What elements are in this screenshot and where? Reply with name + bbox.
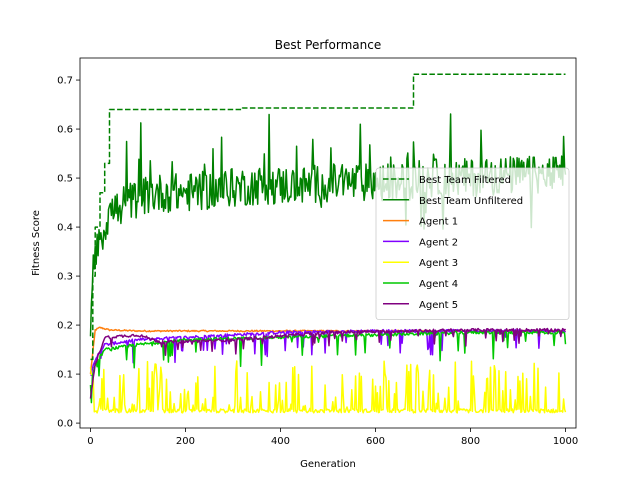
x-axis-label: Generation (300, 459, 356, 470)
x-tick-label: 800 (461, 436, 480, 447)
x-axis-ticks: 0 200 400 600 800 1000 (87, 428, 578, 447)
x-tick-label: 200 (176, 436, 195, 447)
y-tick-label: 0.2 (57, 321, 73, 332)
legend-label-agent-2: Agent 2 (419, 237, 458, 248)
series-line-agent-3 (89, 360, 567, 414)
y-tick-label: 0.7 (57, 76, 73, 87)
x-tick-label: 0 (87, 436, 93, 447)
legend-label-best-team-unfiltered: Best Team Unfiltered (419, 196, 523, 207)
y-tick-label: 0.4 (57, 223, 73, 234)
legend-label-agent-5: Agent 5 (419, 300, 458, 311)
legend-label-agent-1: Agent 1 (419, 217, 458, 228)
y-tick-label: 0.0 (57, 419, 73, 430)
legend-label-agent-4: Agent 4 (419, 279, 458, 290)
x-tick-label: 400 (271, 436, 290, 447)
legend-label-best-team-filtered: Best Team Filtered (419, 175, 511, 186)
y-tick-label: 0.5 (57, 174, 73, 185)
legend: Best Team Filtered Best Team Unfiltered Ag… (375, 167, 570, 321)
series-line-best-team-unfiltered (89, 113, 567, 337)
series-line-best-team-filtered (90, 73, 566, 361)
chart-title: Best Performance (275, 38, 381, 52)
plot-area (89, 73, 567, 414)
series-line-agent-5 (89, 327, 567, 399)
y-tick-label: 0.6 (57, 125, 73, 136)
axes-frame (79, 57, 577, 429)
y-tick-label: 0.1 (57, 370, 73, 381)
y-axis-ticks: 0.0 0.1 0.2 0.3 0.4 0.5 0.6 0.7 (57, 76, 80, 430)
y-tick-label: 0.3 (57, 272, 73, 283)
legend-label-agent-3: Agent 3 (419, 258, 458, 269)
legend-box (375, 167, 570, 321)
x-tick-label: 1000 (553, 436, 578, 447)
x-tick-label: 600 (366, 436, 385, 447)
y-axis-label: Fitness Score (31, 210, 42, 276)
